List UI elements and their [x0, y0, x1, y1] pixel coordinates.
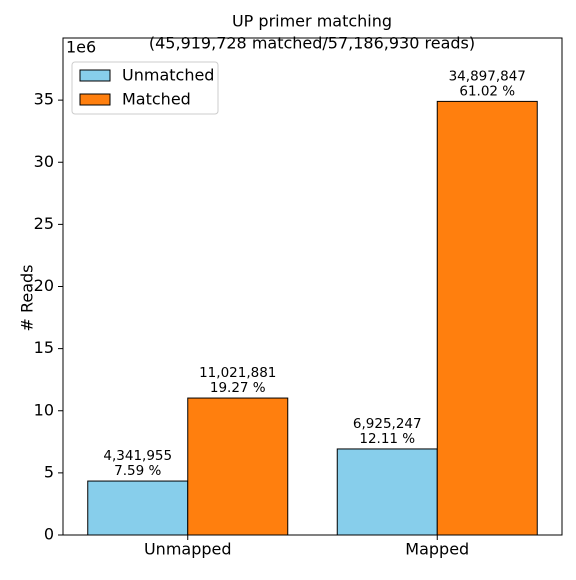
x-tick-label: Unmapped [144, 540, 232, 559]
bar [336, 448, 438, 536]
y-tick-label: 10 [34, 400, 54, 419]
legend-swatch [79, 93, 111, 106]
percent-label: 61.02 % [459, 83, 515, 99]
y-axis-label: # Reads [18, 264, 37, 331]
value-label: 6,925,247 [353, 416, 422, 432]
chart-subtitle: (45,919,728 matched/57,186,930 reads) [149, 34, 475, 53]
y-tick-label: 15 [34, 338, 54, 357]
y-tick-label: 35 [34, 90, 54, 109]
chart-title: UP primer matching [232, 12, 392, 31]
y-tick-label: 0 [44, 525, 54, 544]
y-tick-label: 5 [44, 462, 54, 481]
y-offset-label: 1e6 [66, 38, 96, 57]
y-tick-label: 25 [34, 214, 54, 233]
percent-label: 19.27 % [210, 380, 266, 396]
bar [87, 480, 189, 536]
legend-label: Unmatched [122, 66, 214, 85]
x-tick-label: Mapped [405, 540, 469, 559]
percent-label: 12.11 % [359, 431, 415, 447]
plot-frame [62, 37, 563, 536]
legend-label: Matched [122, 90, 191, 109]
y-tick-label: 20 [34, 276, 54, 295]
bar [187, 397, 289, 536]
percent-label: 7.59 % [114, 463, 161, 479]
value-label: 11,021,881 [199, 365, 276, 381]
value-label: 34,897,847 [449, 68, 526, 84]
legend-swatch [79, 69, 111, 82]
value-label: 4,341,955 [103, 448, 172, 464]
bar [436, 100, 538, 536]
y-tick-label: 30 [34, 152, 54, 171]
